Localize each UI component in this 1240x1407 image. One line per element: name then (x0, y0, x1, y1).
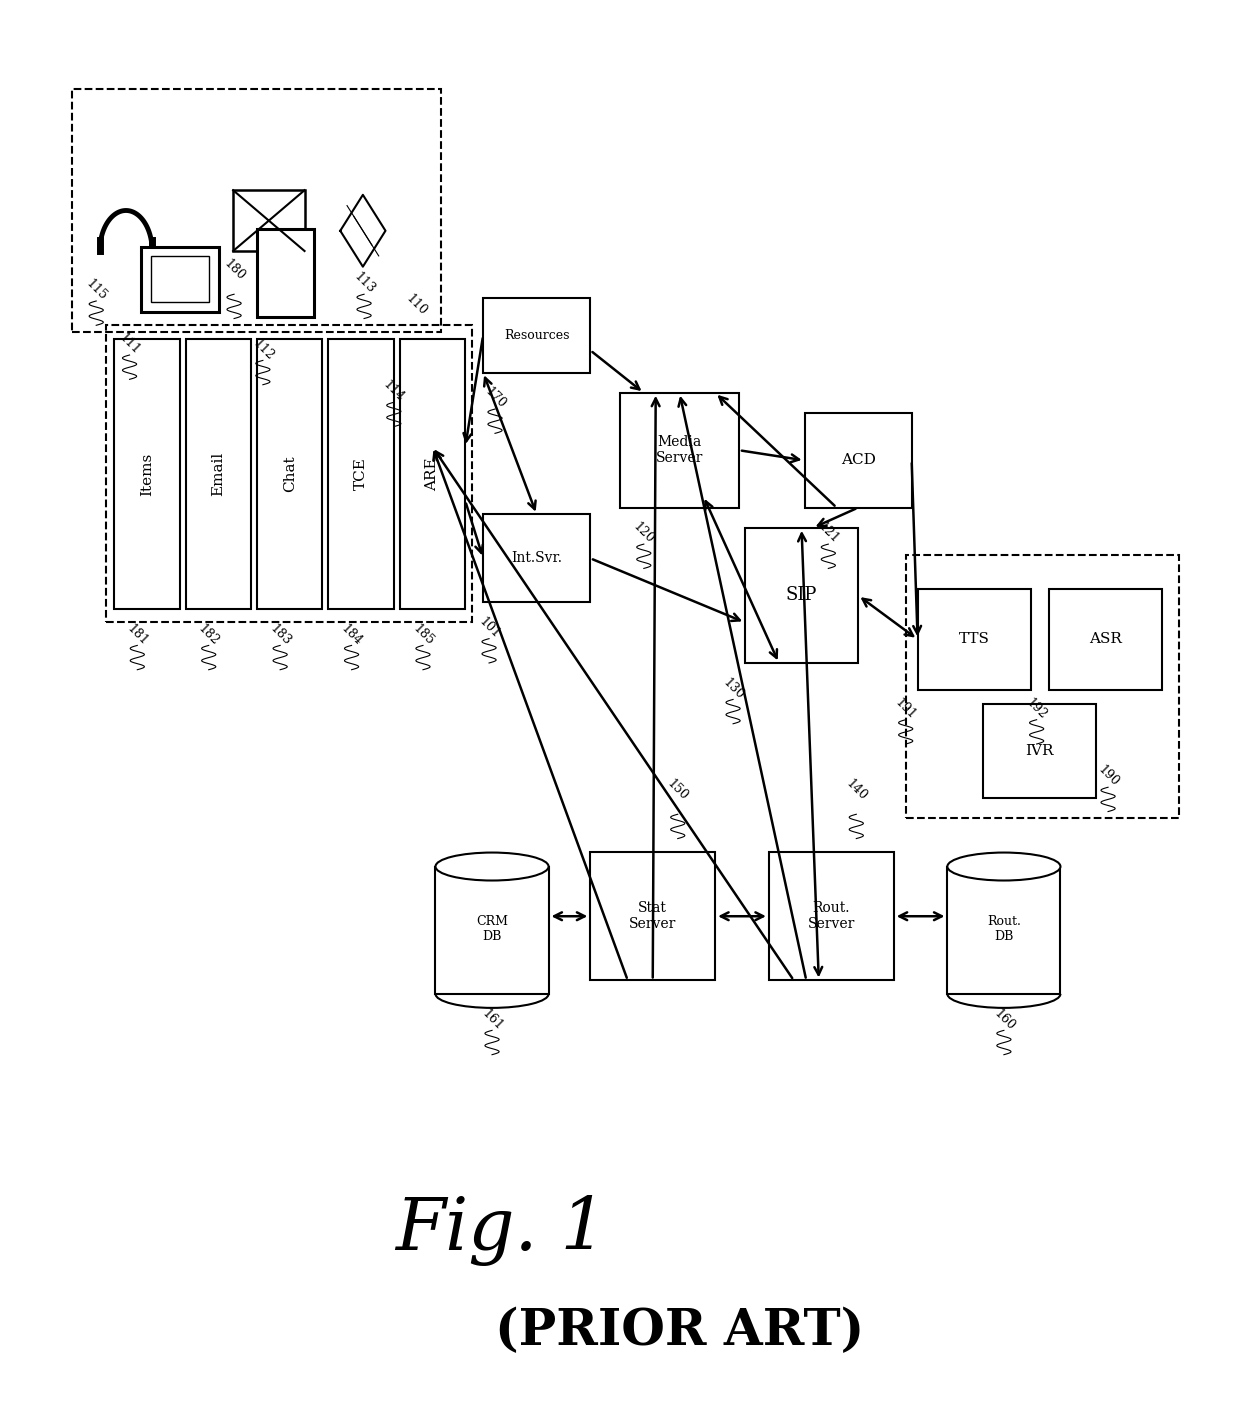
Bar (257, 339, 322, 609)
Bar (590, 853, 715, 981)
Text: 160: 160 (991, 1006, 1017, 1033)
Text: 170: 170 (482, 386, 508, 411)
Text: SIP: SIP (786, 587, 817, 605)
Text: ARE: ARE (425, 457, 439, 491)
Bar (905, 554, 1179, 819)
Bar (769, 853, 894, 981)
Text: 112: 112 (249, 336, 277, 363)
Text: (PRIOR ART): (PRIOR ART) (495, 1307, 864, 1356)
Bar (114, 339, 180, 609)
Text: TTS: TTS (959, 632, 990, 646)
Bar (484, 298, 590, 373)
Text: 150: 150 (665, 777, 691, 803)
Text: Rout.
Server: Rout. Server (807, 900, 856, 931)
Text: TCE: TCE (355, 457, 368, 490)
Bar (918, 588, 1030, 689)
Text: 191: 191 (893, 696, 919, 722)
Bar (620, 393, 739, 508)
Text: Rout.
DB: Rout. DB (987, 915, 1021, 943)
Text: 114: 114 (381, 378, 407, 405)
Bar (435, 867, 548, 993)
Text: 113: 113 (351, 270, 377, 297)
Text: CRM
DB: CRM DB (476, 915, 508, 943)
Text: 111: 111 (117, 331, 143, 357)
Text: Fig. 1: Fig. 1 (396, 1195, 606, 1266)
Bar (186, 339, 250, 609)
Text: 183: 183 (267, 622, 293, 647)
Text: Media
Server: Media Server (656, 435, 703, 466)
Ellipse shape (435, 853, 548, 881)
Text: 110: 110 (403, 293, 429, 318)
Text: 161: 161 (479, 1006, 505, 1033)
Bar (233, 190, 305, 250)
Text: 101: 101 (476, 615, 502, 642)
Bar (805, 414, 911, 508)
Text: 192: 192 (1024, 696, 1049, 722)
Bar (983, 704, 1096, 798)
Text: Items: Items (140, 452, 154, 495)
Bar (484, 515, 590, 602)
Text: 121: 121 (815, 521, 842, 546)
Bar (947, 867, 1060, 993)
Bar (329, 339, 394, 609)
Text: Int.Svr.: Int.Svr. (511, 552, 562, 566)
Bar (141, 248, 218, 312)
Text: ACD: ACD (841, 453, 875, 467)
Text: 180: 180 (221, 257, 247, 283)
Text: 115: 115 (83, 277, 109, 304)
Text: 190: 190 (1095, 764, 1121, 789)
Text: Stat
Server: Stat Server (629, 900, 677, 931)
Bar (151, 256, 210, 303)
Text: 184: 184 (339, 622, 365, 647)
Text: ASR: ASR (1089, 632, 1121, 646)
Text: Chat: Chat (283, 456, 296, 492)
Bar (1049, 588, 1162, 689)
Text: Email: Email (211, 452, 226, 497)
Text: 140: 140 (843, 777, 869, 803)
Bar (399, 339, 465, 609)
Text: 120: 120 (631, 521, 657, 546)
Bar (745, 528, 858, 663)
Bar (105, 325, 472, 622)
Text: IVR: IVR (1025, 744, 1054, 758)
Text: 182: 182 (196, 622, 222, 647)
Bar (257, 229, 314, 317)
Text: 130: 130 (720, 675, 746, 702)
Text: 185: 185 (410, 622, 436, 647)
Text: Resources: Resources (503, 329, 569, 342)
Bar (72, 89, 441, 332)
Text: 181: 181 (124, 622, 150, 647)
Ellipse shape (947, 853, 1060, 881)
